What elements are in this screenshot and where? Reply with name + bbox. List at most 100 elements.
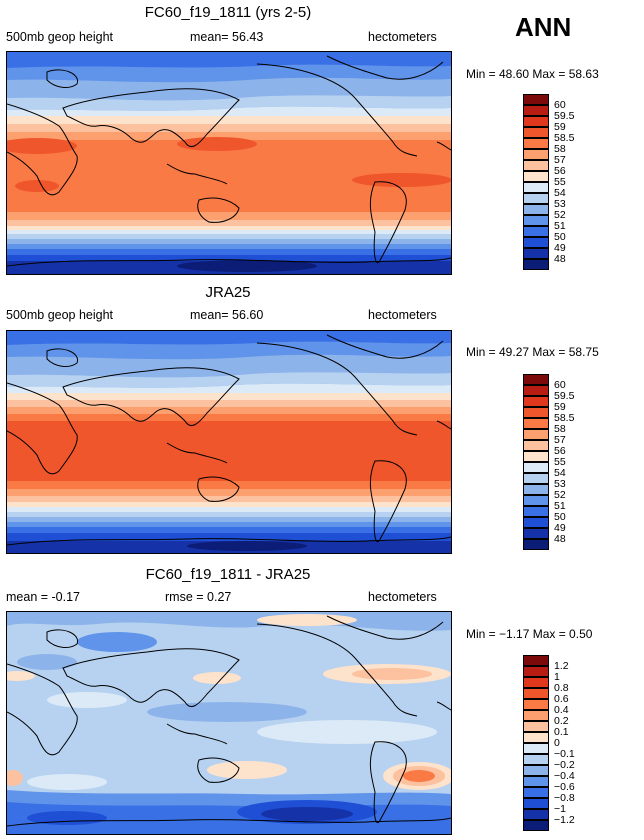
colorbar-swatch (523, 451, 549, 462)
colorbar-swatch (523, 138, 549, 149)
colorbar-label: 51 (554, 220, 566, 232)
colorbar-label: 1 (554, 671, 560, 683)
colorbar-label: 0.4 (554, 704, 569, 716)
colorbar-label: 50 (554, 511, 566, 523)
colorbar-label: 55 (554, 176, 566, 188)
colorbar-label: 59.5 (554, 390, 575, 402)
colorbar-label: 0.1 (554, 726, 569, 738)
colorbar-swatch (523, 259, 549, 270)
colorbar-swatch (523, 248, 549, 259)
colorbar-swatch (523, 396, 549, 407)
colorbar-swatch (523, 776, 549, 787)
colorbar-swatch (523, 688, 549, 699)
colorbar-swatch (523, 539, 549, 550)
colorbar-label: 49 (554, 242, 566, 254)
colorbar-swatch (523, 226, 549, 237)
panel-3-contour-field (7, 612, 451, 834)
panel-3-colorbar (523, 655, 549, 831)
colorbar-label: 55 (554, 456, 566, 468)
colorbar-label: 0.6 (554, 693, 569, 705)
panel-1-colorbar (523, 94, 549, 270)
colorbar-swatch (523, 116, 549, 127)
colorbar-label: 60 (554, 99, 566, 111)
panel-1-units: hectometers (368, 30, 437, 44)
colorbar-swatch (523, 418, 549, 429)
colorbar-swatch (523, 655, 549, 666)
colorbar-swatch (523, 484, 549, 495)
colorbar-swatch (523, 732, 549, 743)
colorbar-label: 48 (554, 533, 566, 545)
panel-1-contour-field (7, 52, 451, 274)
colorbar-swatch (523, 385, 549, 396)
panel-2-variable-label: 500mb geop height (6, 308, 114, 322)
colorbar-label: 57 (554, 154, 566, 166)
colorbar-swatch (523, 699, 549, 710)
colorbar-swatch (523, 462, 549, 473)
colorbar-label: 52 (554, 489, 566, 501)
panel-2-units: hectometers (368, 308, 437, 322)
colorbar-label: 58.5 (554, 412, 575, 424)
panel-3-map (6, 611, 452, 835)
colorbar-swatch (523, 94, 549, 105)
colorbar-label: 53 (554, 198, 566, 210)
colorbar-label: −1 (554, 803, 566, 815)
colorbar-label: 0.2 (554, 715, 569, 727)
colorbar-swatch (523, 193, 549, 204)
colorbar-label: −0.6 (554, 781, 575, 793)
colorbar-swatch (523, 820, 549, 831)
colorbar-label: 58 (554, 143, 566, 155)
panel-1-minmax: Min = 48.60 Max = 58.63 (466, 67, 599, 81)
colorbar-swatch (523, 754, 549, 765)
colorbar-swatch (523, 171, 549, 182)
colorbar-swatch (523, 182, 549, 193)
panel-3-minmax: Min = −1.17 Max = 0.50 (466, 627, 593, 641)
colorbar-label: 1.2 (554, 660, 569, 672)
colorbar-label: 56 (554, 165, 566, 177)
colorbar-label: 60 (554, 379, 566, 391)
colorbar-swatch (523, 765, 549, 776)
colorbar-swatch (523, 787, 549, 798)
colorbar-label: 52 (554, 209, 566, 221)
panel-1-mean: mean= 56.43 (190, 30, 264, 44)
panel-2-mean: mean= 56.60 (190, 308, 264, 322)
colorbar-label: 0.8 (554, 682, 569, 694)
colorbar-label: −1.2 (554, 814, 575, 826)
colorbar-label: −0.1 (554, 748, 575, 760)
colorbar-label: 58 (554, 423, 566, 435)
panel-1-map (6, 51, 452, 275)
panel-3-units: hectometers (368, 590, 437, 604)
colorbar-label: 0 (554, 737, 560, 749)
colorbar-swatch (523, 440, 549, 451)
panel-2-contour-field (7, 331, 451, 553)
colorbar-label: 49 (554, 522, 566, 534)
colorbar-swatch (523, 721, 549, 732)
colorbar-swatch (523, 160, 549, 171)
colorbar-swatch (523, 677, 549, 688)
colorbar-swatch (523, 105, 549, 116)
panel-1-title: FC60_f19_1811 (yrs 2-5) (144, 4, 312, 21)
colorbar-label: 51 (554, 500, 566, 512)
colorbar-swatch (523, 429, 549, 440)
colorbar-swatch (523, 407, 549, 418)
colorbar-label: 54 (554, 187, 566, 199)
colorbar-label: 58.5 (554, 132, 575, 144)
panel-1-variable-label: 500mb geop height (6, 30, 114, 44)
panel-2-map (6, 330, 452, 554)
colorbar-label: 53 (554, 478, 566, 490)
colorbar-swatch (523, 149, 549, 160)
colorbar-swatch (523, 517, 549, 528)
colorbar-swatch (523, 473, 549, 484)
panel-2-colorbar (523, 374, 549, 550)
colorbar-swatch (523, 743, 549, 754)
colorbar-label: 48 (554, 253, 566, 265)
colorbar-swatch (523, 127, 549, 138)
panel-2-minmax: Min = 49.27 Max = 58.75 (466, 345, 599, 359)
panel-3-title: FC60_f19_1811 - JRA25 (145, 566, 311, 583)
colorbar-label: 56 (554, 445, 566, 457)
colorbar-swatch (523, 237, 549, 248)
colorbar-swatch (523, 710, 549, 721)
colorbar-swatch (523, 215, 549, 226)
colorbar-swatch (523, 506, 549, 517)
colorbar-label: 57 (554, 434, 566, 446)
colorbar-swatch (523, 374, 549, 385)
